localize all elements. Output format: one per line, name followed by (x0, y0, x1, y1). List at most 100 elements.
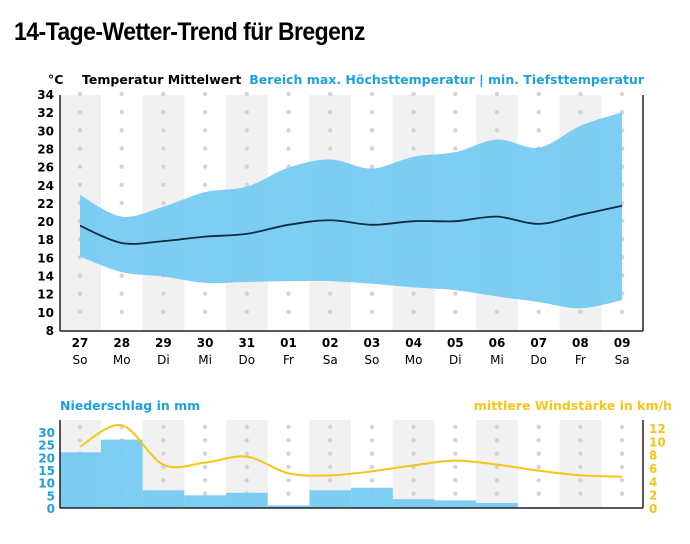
grid-dot (453, 478, 458, 483)
x-tick-day-number: 01 (280, 336, 297, 350)
grid-dot (494, 309, 500, 315)
grid-dot (161, 182, 166, 187)
grid-dot (328, 438, 333, 443)
x-tick-day-number: 04 (405, 336, 422, 350)
grid-dot (244, 109, 249, 115)
grid-dot (578, 109, 583, 115)
grid-dot (119, 273, 124, 278)
grid-dot (286, 309, 291, 315)
grid-dot (119, 91, 124, 97)
grid-dot (369, 109, 375, 115)
grid-dot (286, 451, 291, 456)
grid-dot (536, 309, 541, 315)
grid-dot (494, 91, 500, 97)
grid-dot (453, 291, 458, 296)
grid-dot (578, 451, 583, 456)
grid-dot (578, 438, 583, 443)
grid-dot (411, 424, 416, 430)
grid-dot (619, 464, 625, 470)
grid-dot (328, 478, 333, 483)
grid-dot (244, 451, 249, 456)
y-tick-label: 18 (37, 233, 54, 247)
grid-dot (244, 424, 249, 430)
wind-tick-label: 0 (649, 502, 657, 516)
y-tick-label: 30 (37, 124, 54, 138)
grid-dot (536, 109, 541, 115)
grid-dot (619, 478, 625, 483)
grid-dot (411, 438, 416, 443)
y-tick-label: 26 (37, 161, 54, 175)
precip-tick-label: 10 (38, 477, 55, 491)
grid-dot (77, 164, 83, 169)
temperature-range-band (80, 112, 623, 309)
grid-dot (453, 109, 458, 115)
wind-tick-label: 12 (649, 422, 666, 436)
grid-dot (161, 128, 166, 133)
x-tick-weekday: Do (239, 353, 256, 367)
x-tick-day-number: 03 (364, 336, 381, 350)
grid-dot (369, 146, 375, 151)
grid-dot (619, 451, 625, 456)
x-tick-weekday: Mi (490, 353, 504, 367)
precipitation-bar (267, 505, 310, 508)
grid-dot (161, 164, 166, 169)
grid-dot (453, 464, 458, 470)
y-tick-label: 34 (37, 88, 54, 102)
grid-dot (328, 291, 333, 296)
grid-dot (202, 424, 208, 430)
grid-dot (619, 491, 625, 496)
grid-dot (202, 438, 208, 443)
grid-dot (411, 91, 416, 97)
temperature-range-legend: Bereich max. Höchsttemperatur | min. Tie… (249, 72, 644, 87)
grid-dot (411, 309, 416, 315)
grid-dot (161, 109, 166, 115)
grid-dot (411, 109, 416, 115)
precipitation-bar (392, 499, 435, 508)
grid-dot (536, 128, 541, 133)
grid-dot (494, 451, 500, 456)
grid-dot (244, 478, 249, 483)
grid-dot (119, 164, 124, 169)
x-tick-day-number: 02 (322, 336, 339, 350)
x-tick-weekday: Mo (405, 353, 423, 367)
grid-dot (411, 291, 416, 296)
grid-dot (161, 146, 166, 151)
precipitation-bar (100, 439, 143, 508)
grid-dot (119, 146, 124, 151)
wind-tick-label: 10 (649, 435, 666, 449)
x-tick-day-number: 28 (113, 336, 130, 350)
grid-dot (578, 91, 583, 97)
grid-dot (578, 478, 583, 483)
grid-dot (286, 424, 291, 430)
grid-dot (328, 424, 333, 430)
grid-dot (411, 491, 416, 496)
precip-tick-label: 20 (38, 451, 55, 465)
grid-dot (119, 291, 124, 296)
grid-dot (369, 309, 375, 315)
grid-dot (202, 109, 208, 115)
grid-dot (328, 109, 333, 115)
grid-dot (286, 464, 291, 470)
grid-dot (202, 291, 208, 296)
y-tick-label: 14 (37, 270, 54, 284)
precip-tick-label: 15 (38, 464, 55, 478)
grid-dot (494, 491, 500, 496)
grid-dot (119, 182, 124, 187)
y-tick-label: 24 (37, 179, 54, 193)
grid-dot (77, 182, 83, 187)
mean-temperature-legend: Temperatur Mittelwert (82, 72, 242, 87)
grid-dot (77, 438, 83, 443)
grid-dot (161, 91, 166, 97)
y-tick-label: 28 (37, 142, 54, 156)
grid-dot (369, 424, 375, 430)
precipitation-bar (434, 500, 477, 508)
x-tick-day-number: 06 (489, 336, 506, 350)
grid-dot (494, 128, 500, 133)
grid-dot (411, 478, 416, 483)
grid-dot (369, 464, 375, 470)
grid-dot (328, 91, 333, 97)
grid-dot (411, 451, 416, 456)
grid-dot (244, 146, 249, 151)
grid-dot (161, 424, 166, 430)
